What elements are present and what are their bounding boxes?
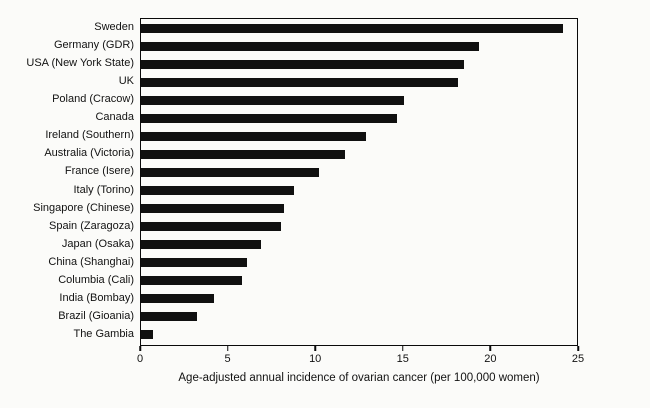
tick-mark [226,346,229,351]
bar-ireland-southern [141,131,366,141]
bar-australia-victoria [141,149,346,159]
category-label: Sweden [94,21,134,33]
category-label: Columbia (Cali) [58,273,134,286]
category-label: Canada [95,111,134,124]
bar-the-gambia [141,330,154,340]
bar-germany-gdr [141,41,480,51]
tick-mark [314,346,316,351]
tick-label: 0 [136,353,144,365]
category-label: UK [118,75,134,88]
category-label: Poland (Cracow) [52,93,134,106]
plot-area [140,18,578,346]
bar-france-isere [141,167,319,177]
tick-mark [489,346,492,351]
category-label: Italy (Torino) [73,183,134,196]
x-axis-title: Age-adjusted annual incidence of ovarian… [178,372,540,384]
bar-columbia-cali [141,276,243,286]
bar-italy-torino [141,186,295,196]
bar-singapore-chinese [141,204,284,214]
bar-canada [141,113,398,123]
category-label: France (Isere) [64,165,134,178]
bar-brazil-gioania [141,312,197,322]
bar-uk [141,77,459,87]
tick-label: 15 [396,353,409,365]
bar-spain-zaragoza [141,222,281,232]
tick-label: 20 [484,353,497,365]
category-label: Singapore (Chinese) [33,201,134,214]
category-axis-labels: Sweden Germany (GDR) USA (New York State) U… [0,18,134,346]
bar-india-bombay [141,294,215,304]
category-label: Japan (Osaka) [61,237,134,250]
tick-label: 25 [571,353,585,365]
bar-china-shanghai [141,258,248,268]
tick-mark [402,346,404,351]
category-label: Ireland (Southern) [45,129,134,142]
category-label: Australia (Victoria) [44,147,134,160]
category-label: USA (New York State) [26,57,134,70]
x-axis-ticks: 0 5 10 15 20 25 [136,346,584,372]
bar-poland-cracow [141,95,405,105]
tick-label: 5 [224,353,231,365]
tick-label: 10 [309,353,322,365]
category-label: Spain (Zaragoza) [49,219,134,232]
category-label: India (Bombay) [59,291,134,304]
category-label: Germany (GDR) [53,39,134,52]
category-label: Brazil (Gioania) [58,309,134,322]
bar-usa-new-york-state [141,59,464,69]
bar-sweden [141,23,564,33]
bar-japan-osaka [141,240,262,250]
tick-mark [139,346,141,351]
tick-mark [577,346,579,351]
category-label: The Gambia [73,327,134,340]
category-label: China (Shanghai) [48,255,134,268]
